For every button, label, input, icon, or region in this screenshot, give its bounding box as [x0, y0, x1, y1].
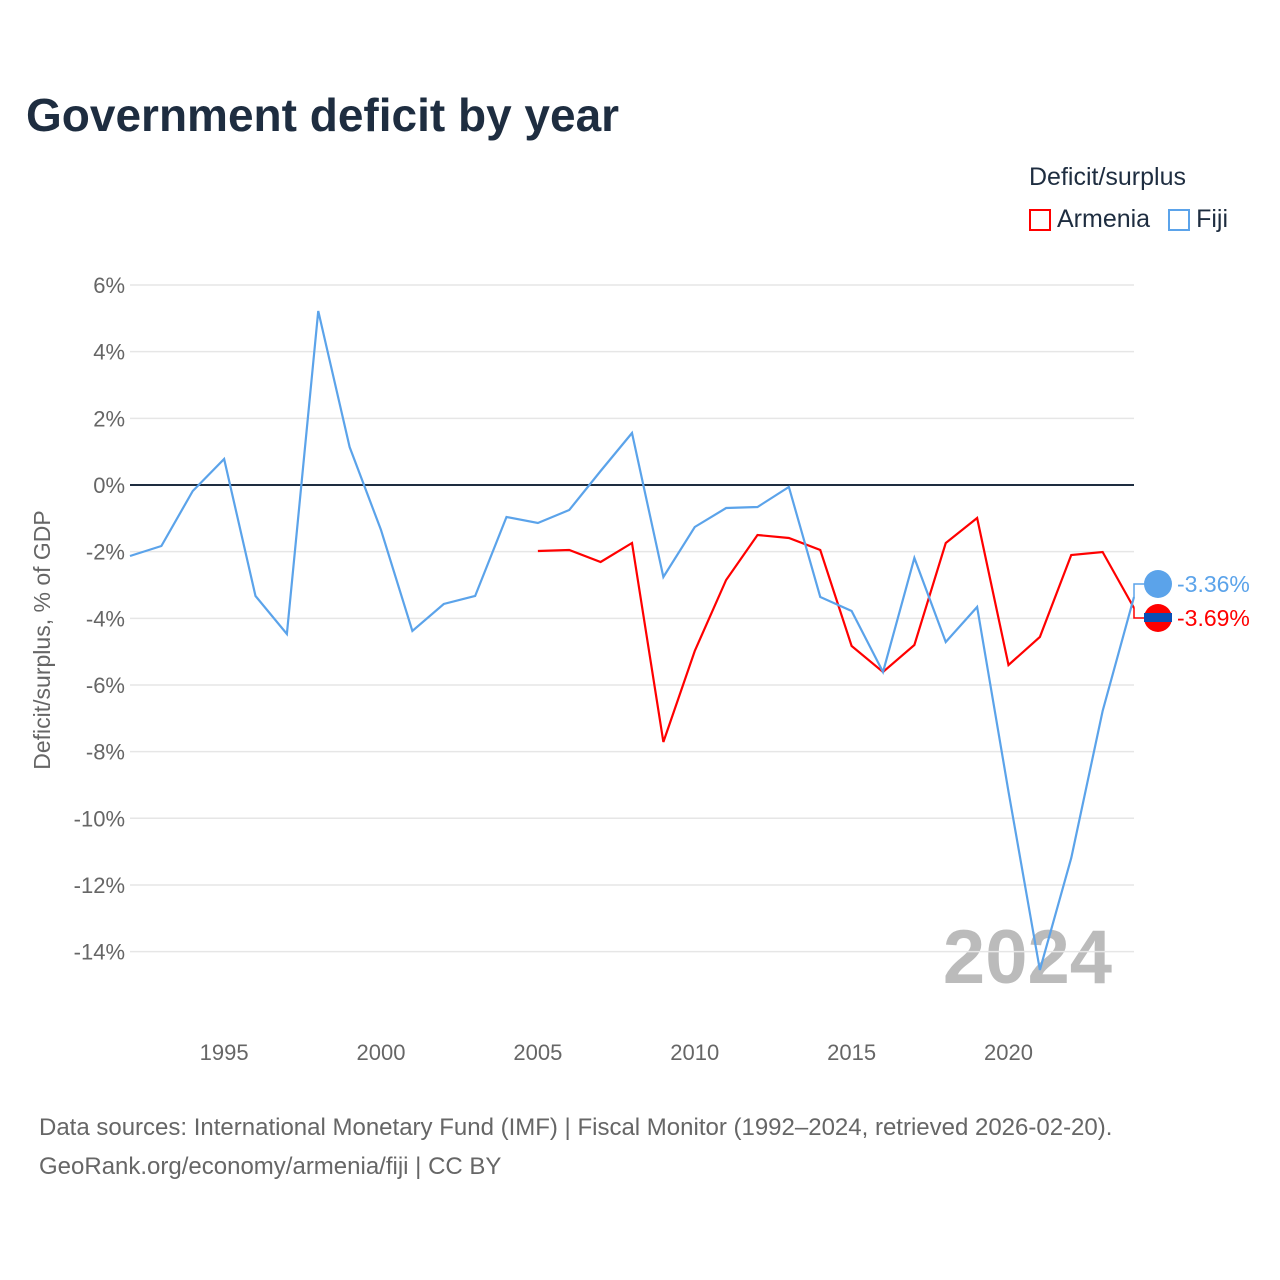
- series-line-fiji: [129, 310, 1136, 971]
- legend-label: Armenia: [1057, 205, 1151, 233]
- y-tick-label: 0%: [93, 473, 125, 498]
- legend-label: Fiji: [1196, 205, 1229, 233]
- y-tick-label: -14%: [74, 940, 125, 965]
- source-note: Data sources: International Monetary Fun…: [39, 1108, 1112, 1186]
- y-tick-label: -4%: [86, 606, 125, 631]
- x-tick-label: 2015: [827, 1040, 876, 1065]
- y-tick-label: -10%: [74, 806, 125, 831]
- chart-title: Government deficit by year: [26, 89, 620, 141]
- y-axis-label: Deficit/surplus, % of GDP: [29, 510, 55, 769]
- end-value-label: -3.36%: [1177, 571, 1250, 597]
- legend-item-armenia[interactable]: Armenia: [1029, 205, 1150, 234]
- y-tick-label: -8%: [86, 740, 125, 765]
- x-tick-label: 2005: [513, 1040, 562, 1065]
- x-tick-label: 2010: [670, 1040, 719, 1065]
- end-label-connector: [1133, 583, 1145, 597]
- y-tick-label: 6%: [93, 273, 125, 298]
- x-tick-label: 2020: [984, 1040, 1033, 1065]
- y-tick-label: 4%: [93, 340, 125, 365]
- source-url[interactable]: GeoRank.org/economy/armenia/fiji | CC BY: [39, 1153, 502, 1180]
- source-line: Data sources: International Monetary Fun…: [39, 1114, 1113, 1141]
- y-tick-label: -2%: [86, 540, 125, 565]
- legend-item-fiji[interactable]: Fiji: [1168, 205, 1228, 234]
- legend-swatch: [1029, 208, 1051, 231]
- y-tick-label: 2%: [93, 406, 125, 431]
- year-watermark: 2024: [943, 915, 1112, 1000]
- series-line-armenia: [537, 516, 1135, 743]
- y-tick-label: -12%: [74, 873, 125, 898]
- flag-stripe: [1144, 613, 1172, 622]
- y-tick-label: -6%: [86, 673, 125, 698]
- x-tick-label: 2000: [357, 1040, 406, 1065]
- legend-title: Deficit/surplus: [1029, 163, 1186, 191]
- end-value-label: -3.69%: [1177, 605, 1250, 631]
- flag-icon-fiji: [1144, 570, 1172, 598]
- x-tick-label: 1995: [200, 1040, 249, 1065]
- end-label-connector: [1133, 607, 1145, 619]
- legend-swatch: [1168, 208, 1191, 231]
- legend: Armenia Fiji: [1029, 205, 1228, 234]
